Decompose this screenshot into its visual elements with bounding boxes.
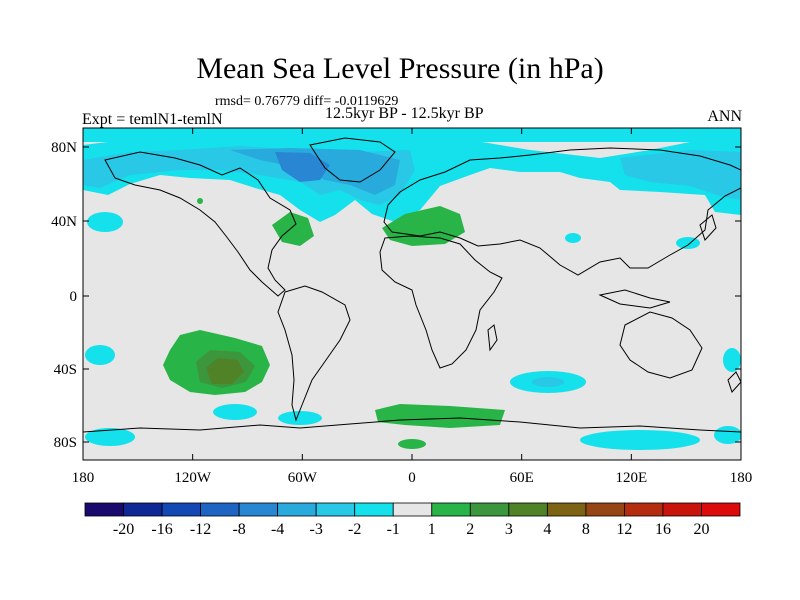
colorbar-label: -20	[113, 521, 134, 538]
coastlines	[83, 137, 741, 433]
colorbar-label: 12	[616, 521, 632, 538]
lat-tick-label: 80N	[51, 140, 77, 156]
colorbar-swatch	[508, 502, 548, 517]
lat-tick-label: 40N	[51, 214, 77, 230]
colorbar-label: 8	[582, 521, 590, 538]
positive-anomaly-south-pacific-core	[206, 358, 244, 384]
colorbar-label: 1	[428, 521, 436, 538]
lat-tick-label: 0	[70, 289, 78, 305]
colorbar-swatch	[469, 502, 510, 517]
colorbar-label: -4	[271, 521, 284, 538]
lon-tick-label: 60W	[288, 470, 318, 486]
season-label: ANN	[707, 108, 742, 125]
colorbar-swatch	[585, 502, 625, 517]
lon-tick-label: 180	[72, 470, 95, 486]
positive-anomaly-southern-ocean	[375, 404, 505, 428]
colorbar-label: 4	[543, 521, 551, 538]
positive-anomaly-atlantic	[272, 212, 314, 246]
lon-tick-label: 120W	[174, 470, 212, 486]
chart-title: Mean Sea Level Pressure (in hPa)	[196, 52, 604, 85]
lat-tick-label: 80S	[54, 435, 77, 451]
experiment-label: Expt = temlN1-temlN	[82, 111, 223, 128]
colorbar-label: 16	[655, 521, 671, 538]
colorbar-swatch	[546, 502, 587, 517]
colorbar-swatch	[392, 502, 433, 517]
colorbar-label: -3	[310, 521, 323, 538]
positive-anomaly-mediterranean	[382, 206, 465, 246]
stats-text: rmsd= 0.76779 diff= -0.0119629	[215, 94, 399, 109]
colorbar-swatch	[701, 502, 741, 517]
colorbar-label: -1	[387, 521, 400, 538]
colorbar-label: -16	[151, 521, 172, 538]
negative-anomaly-north-4	[275, 152, 330, 182]
colorbar-swatch	[277, 502, 317, 517]
period-label: 12.5kyr BP - 12.5kyr BP	[325, 105, 484, 122]
colorbar-swatch	[238, 502, 279, 517]
colorbar-label: 3	[505, 521, 513, 538]
colorbar-label: 2	[466, 521, 474, 538]
lon-tick-label: 60E	[510, 470, 534, 486]
colorbar-label: 20	[693, 521, 709, 538]
colorbar-swatch	[161, 502, 201, 517]
colorbar-swatch	[315, 502, 356, 517]
colorbar-label: -8	[232, 521, 245, 538]
colorbar-swatch	[431, 502, 471, 517]
lon-tick-label: 0	[408, 470, 416, 486]
lon-tick-label: 180	[730, 470, 753, 486]
colorbar-swatch	[84, 502, 124, 517]
negative-anomaly-east	[620, 150, 741, 200]
colorbar-swatch	[200, 502, 240, 517]
lat-tick-label: 40S	[54, 362, 77, 378]
colorbar-swatch	[624, 502, 664, 517]
colorbar: -20 -16 -12 -8 -4 -3 -2 -1 1 2 3 4 8 12 16 20	[84, 502, 741, 538]
colorbar-label: -12	[190, 521, 211, 538]
colorbar-swatch	[662, 502, 702, 517]
colorbar-label: -2	[348, 521, 361, 538]
lon-tick-label: 120E	[615, 470, 647, 486]
colorbar-swatch	[123, 502, 163, 517]
map-axes: 180 120W 60W 0 60E 120E 180 80N 40N 0 40S 80S	[51, 128, 752, 486]
anomaly-field	[83, 128, 741, 450]
colorbar-swatch	[354, 502, 394, 517]
